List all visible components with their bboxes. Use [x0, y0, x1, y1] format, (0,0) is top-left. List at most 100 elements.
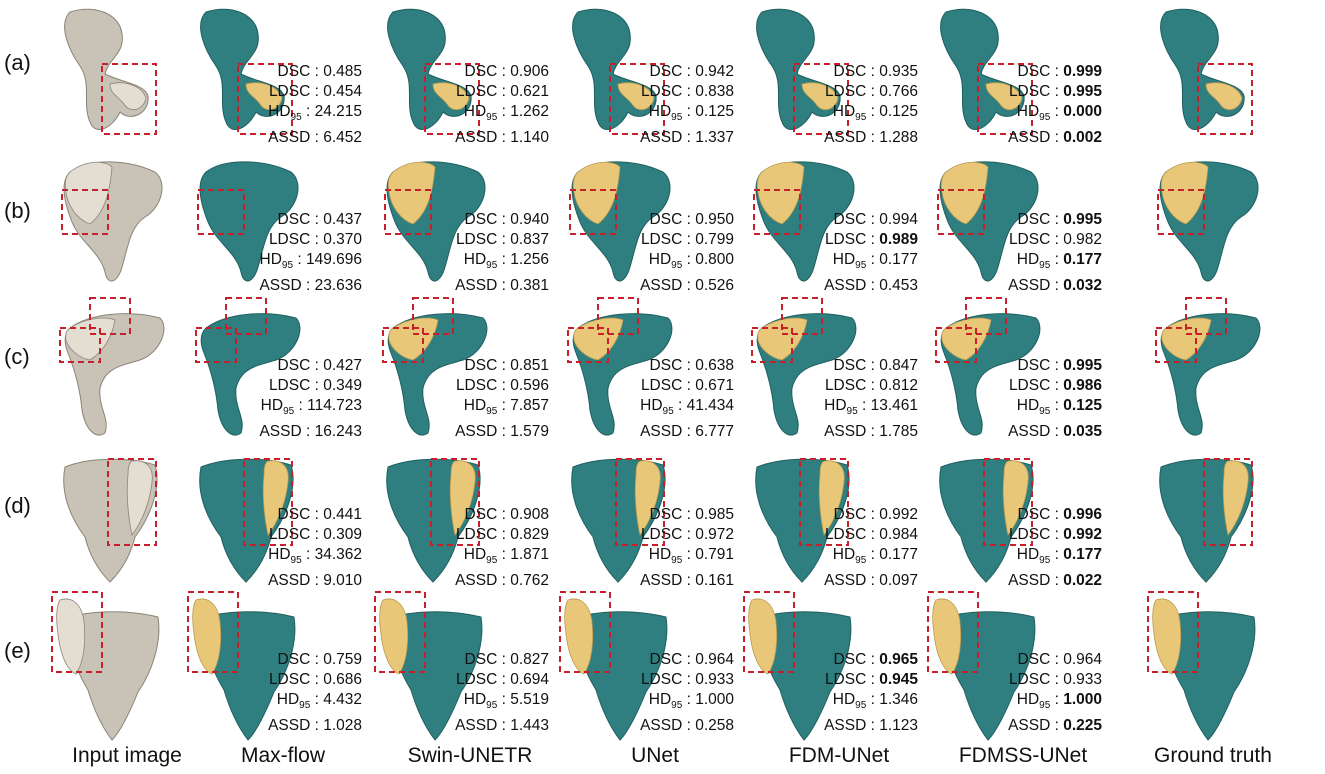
metric-dsc: DSC : 0.995	[1017, 210, 1102, 228]
region-of-interest-box	[935, 327, 977, 363]
metrics-block: DSC : 0.942 LDSC : 0.838 HD95 : 0.125 ASSD …	[640, 62, 734, 148]
method-result-cell: DSC : 0.935 LDSC : 0.766 HD95 : 0.125 ASSD …	[736, 2, 922, 150]
bone-render	[1160, 8, 1253, 135]
region-of-interest-box	[567, 327, 609, 363]
fracture-segment	[748, 598, 778, 675]
metric-hd95: HD95 : 0.791	[648, 545, 734, 566]
metric-hd95: HD95 : 114.723	[260, 396, 362, 417]
region-of-interest-box	[89, 297, 131, 335]
metric-ldsc: LDSC : 0.982	[1008, 230, 1102, 248]
metric-ldsc: LDSC : 0.933	[640, 670, 734, 688]
metrics-block: DSC : 0.995 LDSC : 0.986 HD95 : 0.125 ASSD …	[1008, 356, 1102, 442]
fracture-segment	[985, 82, 1023, 111]
metric-assd: ASSD : 0.022	[1008, 572, 1102, 589]
column-title: UNet	[631, 744, 679, 767]
metric-value: 0.812	[879, 376, 918, 394]
metric-value: 0.945	[879, 670, 918, 688]
metric-value: 0.838	[695, 82, 734, 100]
method-result-cell: DSC : 0.995 LDSC : 0.982 HD95 : 0.177 ASSD …	[920, 150, 1106, 298]
method-result-cell: DSC : 0.847 LDSC : 0.812 HD95 : 13.461 ASSD…	[736, 296, 922, 444]
bone-mesh	[943, 611, 1036, 741]
metric-value: 6.777	[695, 423, 734, 440]
fracture-segment	[941, 317, 992, 361]
fracture-region	[64, 161, 113, 225]
metric-dsc: DSC : 0.485	[277, 62, 362, 80]
metric-value: 0.964	[1063, 650, 1102, 668]
metric-value: 0.000	[1063, 102, 1102, 120]
metric-value: 1.028	[323, 717, 362, 734]
metric-value: 0.950	[695, 210, 734, 228]
metric-value: 0.694	[510, 670, 549, 688]
metric-value: 9.010	[323, 572, 362, 589]
fracture-segment	[818, 460, 845, 536]
metric-dsc: DSC : 0.992	[833, 505, 918, 523]
region-of-interest-box	[597, 297, 639, 335]
bone-mesh	[575, 611, 668, 741]
metric-value: 0.933	[695, 670, 734, 688]
metric-ldsc: LDSC : 0.799	[640, 230, 734, 248]
region-of-interest-box	[1157, 189, 1205, 235]
method-result-cell: DSC : 0.950 LDSC : 0.799 HD95 : 0.800 ASSD …	[552, 150, 738, 298]
metric-value: 0.906	[510, 62, 549, 80]
metric-value: 0.847	[879, 356, 918, 374]
metrics-block: DSC : 0.851 LDSC : 0.596 HD95 : 7.857 ASSD …	[455, 356, 549, 442]
metrics-block: DSC : 0.940 LDSC : 0.837 HD95 : 1.256 ASSD …	[455, 210, 549, 296]
metric-value: 1.123	[879, 717, 918, 734]
metric-assd: ASSD : 1.123	[824, 717, 918, 734]
metric-value: 0.933	[1063, 670, 1102, 688]
metric-assd: ASSD : 6.452	[268, 129, 362, 146]
region-of-interest-box	[1147, 591, 1199, 673]
bone-mesh	[64, 8, 149, 130]
metrics-block: DSC : 0.964 LDSC : 0.933 HD95 : 1.000 ASSD …	[1008, 650, 1102, 736]
row-label: (b)	[4, 198, 31, 223]
bone-render	[572, 8, 665, 135]
bone-render	[59, 297, 165, 436]
metric-assd: ASSD : 0.161	[640, 572, 734, 589]
metric-value: 0.381	[510, 277, 549, 294]
bone-mesh	[390, 611, 483, 741]
metric-value: 0.986	[1063, 376, 1102, 394]
fracture-segment	[573, 317, 624, 361]
metric-value: 0.994	[879, 210, 918, 228]
metric-assd: ASSD : 0.032	[1008, 277, 1102, 294]
fracture-segment	[1160, 161, 1209, 225]
metric-value: 0.984	[879, 525, 918, 543]
region-of-interest-box	[753, 189, 801, 235]
metric-value: 1.443	[510, 717, 549, 734]
metric-value: 0.621	[510, 82, 549, 100]
ground-truth-cell	[1140, 2, 1325, 150]
metric-ldsc: LDSC : 0.686	[268, 670, 362, 688]
metric-value: 0.125	[879, 102, 918, 120]
metric-value: 16.243	[314, 423, 362, 440]
metrics-block: DSC : 0.908 LDSC : 0.829 HD95 : 1.871 ASSD …	[455, 505, 549, 591]
metric-value: 0.989	[879, 230, 918, 248]
metrics-block: DSC : 0.935 LDSC : 0.766 HD95 : 0.125 ASSD …	[824, 62, 918, 148]
metric-assd: ASSD : 0.258	[640, 717, 734, 734]
metric-hd95: HD95 : 4.432	[276, 690, 362, 711]
metric-assd: ASSD : 0.762	[455, 572, 549, 589]
bone-render	[1155, 297, 1261, 436]
region-of-interest-box	[243, 458, 293, 546]
bone-render	[939, 458, 1034, 583]
metric-ldsc: LDSC : 0.986	[1008, 376, 1102, 394]
metric-assd: ASSD : 1.579	[455, 423, 549, 440]
metric-value: 1.288	[879, 129, 918, 146]
method-result-cell: DSC : 0.995 LDSC : 0.986 HD95 : 0.125 ASSD …	[920, 296, 1106, 444]
ground-truth-cell	[1140, 445, 1325, 593]
bone-render	[571, 458, 666, 583]
metric-hd95: HD95 : 34.362	[268, 545, 362, 566]
metrics-block: DSC : 0.996 LDSC : 0.992 HD95 : 0.177 ASSD …	[1008, 505, 1102, 591]
metric-value: 0.441	[323, 505, 362, 523]
bone-render	[1147, 591, 1256, 741]
metric-value: 1.256	[510, 250, 549, 268]
metric-hd95: HD95 : 0.000	[1016, 102, 1102, 123]
metric-value: 0.097	[879, 572, 918, 589]
metric-dsc: DSC : 0.940	[464, 210, 549, 228]
method-result-cell: DSC : 0.638 LDSC : 0.671 HD95 : 41.434 ASSD…	[552, 296, 738, 444]
method-result-cell: DSC : 0.940 LDSC : 0.837 HD95 : 1.256 ASSD …	[367, 150, 553, 298]
metric-value: 0.935	[879, 62, 918, 80]
bone-render	[753, 161, 855, 282]
bone-render	[755, 458, 850, 583]
bone-mesh	[1163, 611, 1256, 741]
metric-dsc: DSC : 0.759	[277, 650, 362, 668]
